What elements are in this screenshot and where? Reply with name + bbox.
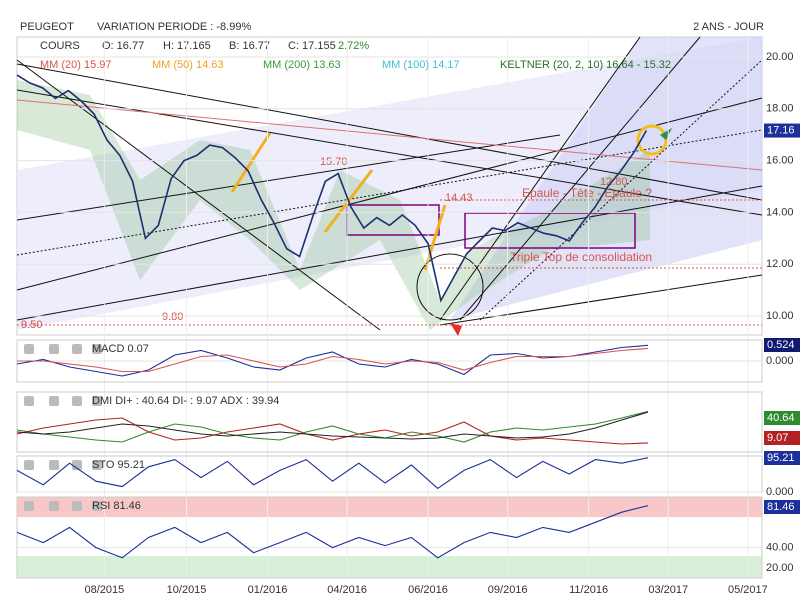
y-tick-label: 18.00 [766, 103, 794, 115]
series-line [16, 74, 648, 303]
y-tick-label: 14.00 [766, 206, 794, 218]
indicator-legend: MM (20) 15.97 [40, 59, 112, 71]
panel-tool[interactable] [24, 344, 34, 354]
y-tick-label: 40.00 [766, 542, 794, 554]
stock-title: PEUGEOT [20, 21, 74, 33]
series-line [16, 411, 649, 440]
ohlc: C: 17.155 [288, 40, 336, 52]
series-line [16, 344, 649, 377]
value-box [764, 500, 800, 514]
x-tick-label: 09/2016 [488, 584, 528, 596]
annotation: Triple Top de consolidation [510, 250, 652, 264]
panel-tool[interactable] [24, 501, 34, 511]
legend-bg [18, 38, 373, 53]
indicator-legend: KELTNER (20, 2, 10) 16.64 - 15.32 [500, 59, 671, 71]
panel-tool[interactable] [49, 460, 59, 470]
variation: VARIATION PERIODE : -8.99% [97, 21, 251, 33]
series-line [16, 505, 649, 559]
panel-tool[interactable] [92, 460, 102, 470]
panel-tool[interactable] [72, 501, 82, 511]
value-box [764, 338, 800, 352]
panel-tool[interactable] [72, 396, 82, 406]
panel-tool[interactable] [92, 396, 102, 406]
annotation: 9.80 [162, 311, 183, 323]
change: 2.72% [338, 40, 369, 52]
y-tick-label: 16.00 [766, 155, 794, 167]
panel-tool[interactable] [72, 344, 82, 354]
x-tick-label: 08/2015 [84, 584, 124, 596]
annotation: 14.43 [445, 192, 473, 204]
panel-tool[interactable] [24, 460, 34, 470]
y-tick-label: 20.00 [766, 562, 794, 574]
y-tick-label: 12.00 [766, 258, 794, 270]
x-tick-label: 04/2016 [327, 584, 367, 596]
series-line [16, 410, 649, 443]
panel-tool[interactable] [72, 460, 82, 470]
value-label: 40.64 [767, 412, 795, 424]
channel-up [450, 37, 762, 320]
value-label: 81.46 [767, 501, 795, 513]
trend-lines [16, 36, 763, 336]
overbought-zone [17, 497, 762, 517]
x-tick-label: 05/2017 [728, 584, 768, 596]
y-tick-label: 20.00 [766, 51, 794, 63]
y-tick-label: 0.000 [766, 486, 794, 498]
value-label: 0.524 [767, 339, 795, 351]
oversold-zone [17, 556, 762, 578]
legend-series[interactable]: COURS [40, 40, 80, 52]
x-tick-label: 01/2016 [248, 584, 288, 596]
panel-tool[interactable] [24, 396, 34, 406]
x-tick-label: 11/2016 [569, 584, 608, 596]
panel-title: STO 95.21 [92, 459, 145, 471]
series-line [17, 347, 649, 373]
value-label: 9.07 [767, 432, 788, 444]
panel-tool[interactable] [49, 396, 59, 406]
indicator-legend: MM (100) 14.17 [382, 59, 460, 71]
annotation: 12.80 [600, 176, 628, 188]
value-box [764, 123, 800, 138]
y-tick-label: 0.000 [766, 355, 794, 367]
panel-tool[interactable] [92, 344, 102, 354]
value-box [764, 431, 800, 445]
value-label: 17.16 [767, 124, 795, 136]
panel-tool[interactable] [92, 501, 102, 511]
panel-tool[interactable] [49, 344, 59, 354]
panel-tool[interactable] [49, 501, 59, 511]
ohlc: O: 16.77 [102, 40, 144, 52]
ohlc: B: 16.77 [229, 40, 270, 52]
panel-title: DMI DI+ : 40.64 DI- : 9.07 ADX : 39.94 [92, 395, 279, 407]
value-box [764, 411, 800, 425]
annotation: 15.70 [320, 156, 348, 168]
value-box [764, 451, 800, 465]
value-label: 95.21 [767, 452, 795, 464]
x-tick-label: 10/2015 [167, 584, 207, 596]
annotation: Epaule - Tête - Epaule ? [522, 186, 652, 200]
annotation: 9.50 [21, 319, 42, 331]
indicator-legend: MM (200) 13.63 [263, 59, 341, 71]
keltner-band [17, 80, 650, 330]
y-tick-label: 10.00 [766, 310, 794, 322]
channel [17, 37, 762, 330]
x-tick-label: 03/2017 [648, 584, 688, 596]
indicator-legend: MM (50) 14.63 [152, 59, 224, 71]
series-line [16, 457, 649, 490]
panel-title: RSI 81.46 [92, 500, 141, 512]
panel-frame [16, 496, 763, 579]
panel-frame [16, 391, 763, 453]
period[interactable]: 2 ANS - JOUR [693, 21, 764, 33]
x-tick-label: 06/2016 [408, 584, 448, 596]
series-line [16, 417, 649, 445]
panel-title: MACD 0.07 [92, 343, 149, 355]
